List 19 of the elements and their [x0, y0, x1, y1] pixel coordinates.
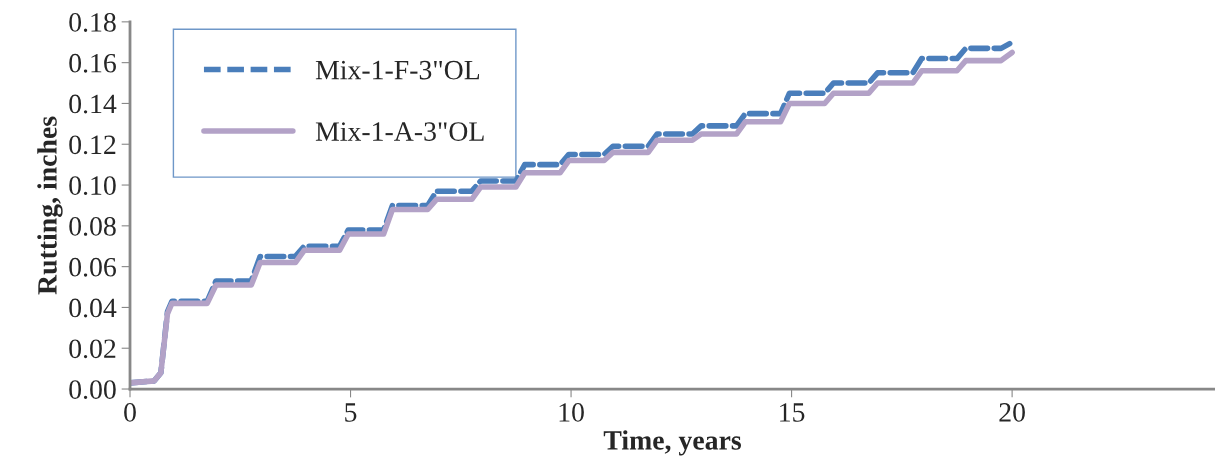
y-tick-label: 0.12: [69, 135, 116, 155]
y-tick-label: 0.16: [69, 53, 116, 73]
x-tick-label: 15: [780, 403, 805, 422]
y-tick-label: 0.02: [69, 339, 116, 359]
x-tick-label: 20: [999, 403, 1025, 422]
y-tick-label: 0.00: [69, 380, 116, 400]
y-tick-label: 0.10: [69, 176, 116, 196]
legend-label: Mix-1-F-3"OL: [315, 60, 480, 80]
x-tick-label: 0: [124, 403, 136, 422]
x-axis-title: Time, years: [603, 430, 741, 456]
legend-label: Mix-1-A-3"OL: [315, 122, 484, 141]
x-tick-label: 10: [559, 403, 584, 422]
y-axis-title: Rutting, inches: [37, 116, 63, 295]
y-tick-label: 0.04: [69, 298, 117, 318]
y-tick-label: 0.18: [69, 13, 116, 32]
y-tick-label: 0.08: [69, 217, 116, 236]
y-tick-label: 0.06: [69, 257, 116, 277]
x-tick-label: 5: [345, 403, 357, 422]
y-tick-label: 0.14: [69, 94, 117, 114]
